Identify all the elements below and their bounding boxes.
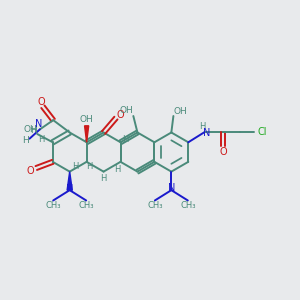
Text: OH: OH [23,125,37,134]
Text: CH₃: CH₃ [180,201,196,210]
Text: O: O [116,110,124,120]
Text: N: N [203,128,211,138]
Text: CH₃: CH₃ [147,201,163,210]
Polygon shape [67,172,72,190]
Text: OH: OH [174,107,188,116]
Polygon shape [85,126,89,142]
Text: H: H [30,126,37,135]
Text: OH: OH [80,115,94,124]
Text: O: O [220,146,227,157]
Text: H: H [86,163,93,172]
Text: H: H [72,162,78,171]
Text: H: H [200,122,206,131]
Text: H: H [114,164,121,173]
Text: H: H [22,136,29,145]
Text: N: N [66,184,74,194]
Text: H: H [100,174,107,183]
Text: CH₃: CH₃ [78,201,94,210]
Text: OH: OH [119,106,133,116]
Text: O: O [37,97,45,106]
Text: Cl: Cl [258,127,267,137]
Text: N: N [35,119,43,129]
Text: O: O [26,166,34,176]
Text: N: N [168,183,175,193]
Text: H: H [122,135,129,144]
Text: H: H [38,135,45,144]
Text: CH₃: CH₃ [46,201,61,210]
